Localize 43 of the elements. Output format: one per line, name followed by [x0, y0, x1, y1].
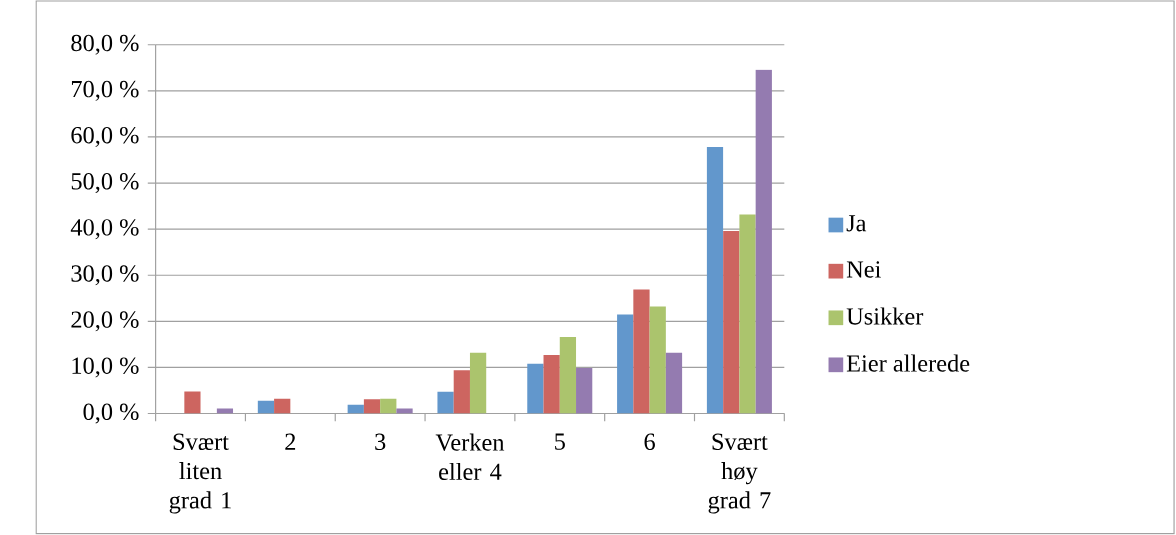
x-tick-label: 5: [555, 433, 565, 450]
bar: [723, 231, 740, 414]
bar: [469, 352, 487, 414]
y-tick-label: 10,0 %: [72, 357, 139, 378]
bar: [274, 398, 291, 414]
bar: [617, 314, 634, 414]
y-tick-label: 40,0 %: [70, 219, 139, 240]
bar: [363, 399, 381, 414]
bar: [216, 408, 234, 414]
bar: [184, 391, 201, 414]
bar: [347, 404, 364, 414]
bar: [739, 214, 756, 414]
legend-label: Nei: [846, 261, 881, 278]
bar: [453, 370, 470, 414]
bar: [576, 368, 593, 414]
bar: [633, 289, 650, 414]
bar: [649, 306, 666, 414]
bar: [527, 363, 544, 414]
legend-label: Eier allerede: [846, 354, 970, 372]
x-tick-label: Verken eller 4: [435, 433, 505, 481]
x-tick-label: 6: [644, 433, 655, 451]
y-tick-label: 0,0 %: [83, 403, 139, 424]
legend-label: Ja: [846, 215, 867, 232]
bar: [257, 400, 275, 414]
bar: [543, 355, 560, 414]
y-tick-label: 20,0 %: [71, 311, 139, 332]
x-tick-label: Svært høy grad 7: [708, 433, 771, 514]
x-tick-label: 3: [375, 433, 386, 451]
bar: [706, 147, 724, 414]
y-tick-label: 30,0 %: [71, 265, 139, 286]
bar: [380, 398, 397, 414]
bar: [437, 392, 454, 414]
bar: [755, 69, 772, 414]
x-tick-label: Svært liten grad 1: [169, 433, 231, 514]
x-tick-label: 2: [285, 433, 296, 450]
bar: [665, 352, 683, 414]
bar: [559, 337, 577, 414]
y-tick-label: 60,0 %: [71, 127, 139, 148]
y-tick-label: 80,0 %: [71, 34, 139, 55]
legend-label: Usikker: [846, 307, 924, 325]
y-tick-label: 50,0 %: [71, 173, 139, 194]
bar: [396, 408, 413, 414]
y-tick-label: 70,0 %: [71, 81, 139, 101]
